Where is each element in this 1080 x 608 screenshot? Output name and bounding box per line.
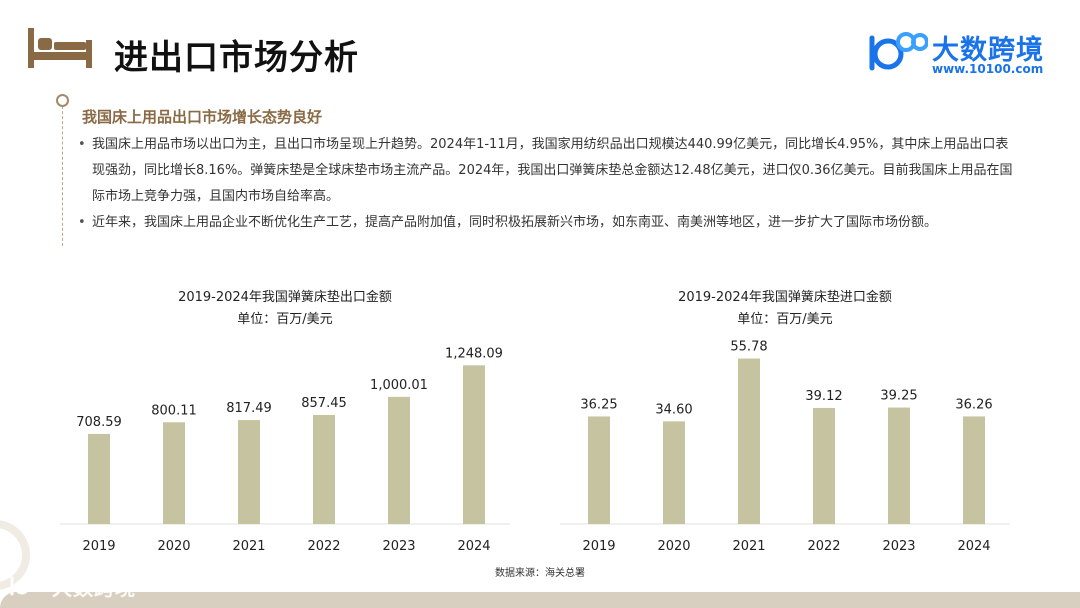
x-tick-label: 2024 [957,539,990,554]
export-chart-plot: 708.59 2019 800.11 2020 817.49 2021 857.45 2022… [60,346,510,554]
chart-subtitle: 单位：百万/美元 [737,312,833,327]
bullet-list: 我国床上用品市场以出口为主，且出口市场呈现上升趋势。2024年1-11月，我国家… [78,132,1013,236]
x-tick-label: 2022 [807,539,840,554]
data-label: 708.59 [76,415,122,430]
section-marker [56,94,69,107]
page-title: 进出口市场分析 [114,38,359,78]
chart-title: 2019-2024年我国弹簧床垫进口金额 [678,290,892,305]
data-label: 817.49 [226,401,272,416]
brand-name: 大数跨境 [932,35,1044,66]
x-tick-label: 2020 [157,539,190,554]
x-tick-label: 2023 [382,539,415,554]
section-title: 我国床上用品出口市场增长态势良好 [82,108,323,126]
brand-logo-icon [869,32,928,71]
bullet-item: 近年来，我国床上用品企业不断优化生产工艺，提高产品附加值，同时积极拓展新兴市场，… [78,210,1013,236]
data-label: 857.45 [301,396,347,411]
section-divider [62,106,63,246]
x-tick-label: 2020 [657,539,690,554]
data-label: 55.78 [730,340,767,355]
bar-2020 [663,421,685,524]
bar-2024 [963,416,985,524]
data-label: 1,000.01 [370,378,428,393]
bar-2022 [313,414,335,524]
data-label: 36.25 [580,397,617,412]
data-label: 1,248.09 [445,346,503,361]
export-chart: 2019-2024年我国弹簧床垫出口金额 单位：百万/美元 708.59 2019… [60,286,510,556]
chart-subtitle: 单位：百万/美元 [237,312,333,327]
x-tick-label: 2019 [82,539,115,554]
x-tick-label: 2021 [732,539,765,554]
bar-2023 [888,407,910,524]
footer-logo-icon [10,576,48,596]
chart-title: 2019-2024年我国弹簧床垫出口金额 [178,290,392,305]
x-tick-label: 2024 [457,539,490,554]
bar-2024 [463,365,485,524]
x-tick-label: 2021 [232,539,265,554]
bar-2021 [738,358,760,524]
data-label: 36.26 [955,397,992,412]
footer-band [0,592,1080,608]
data-label: 39.25 [880,389,917,404]
bed-icon [28,28,92,68]
x-tick-label: 2019 [582,539,615,554]
x-tick-label: 2022 [307,539,340,554]
bar-2020 [163,422,185,524]
bar-2022 [813,407,835,524]
brand-url: www.10100.com [932,62,1044,76]
import-chart-plot: 36.25 2019 34.60 2020 55.78 2021 39.12 2022 39.2… [560,340,1010,554]
bar-2021 [238,420,260,524]
import-chart: 2019-2024年我国弹簧床垫进口金额 单位：百万/美元 36.25 2019 3… [560,286,1010,556]
data-label: 34.60 [655,402,692,417]
data-label: 39.12 [805,389,842,404]
x-tick-label: 2023 [882,539,915,554]
brand-logo: 大数跨境 www.10100.com [862,28,1062,78]
data-source: 数据来源：海关总署 [495,568,585,579]
bar-2019 [588,416,610,524]
bar-2019 [88,433,110,524]
footer-brand-name: 大数跨境 [52,576,136,600]
bullet-item: 我国床上用品市场以出口为主，且出口市场呈现上升趋势。2024年1-11月，我国家… [78,132,1013,210]
data-label: 800.11 [151,403,197,418]
bar-2023 [388,396,410,524]
